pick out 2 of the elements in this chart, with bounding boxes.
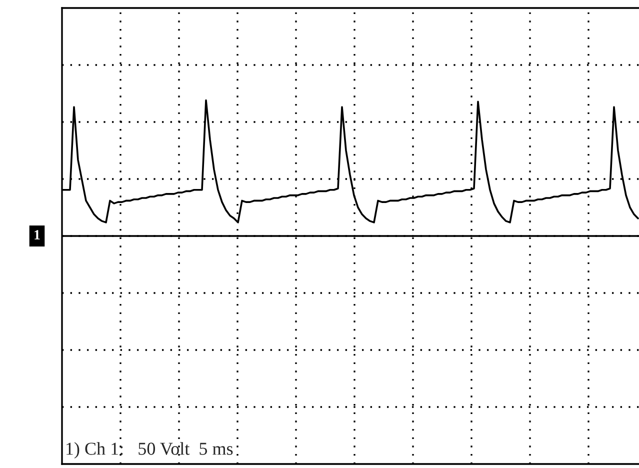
- text: 1) Ch 1: 50 Volt 5 ms: [66, 442, 233, 459]
- text: 1: [34, 230, 40, 240]
